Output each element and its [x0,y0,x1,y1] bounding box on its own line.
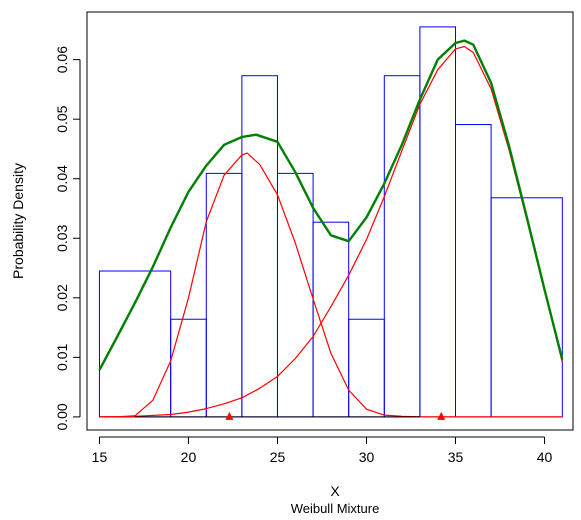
plot-frame [86,11,574,431]
x-tick-label: 40 [537,449,553,465]
chart-subtitle: Weibull Mixture [291,501,380,516]
density-curves [98,39,564,418]
histogram-bar [312,221,350,418]
y-axis: 0.00 0.01 0.02 0.03 0.04 0.05 0.06 [54,46,81,431]
y-tick-label: 0.00 [54,403,70,430]
histogram-bar [170,318,207,418]
y-tick-label: 0.03 [54,224,70,251]
mode-markers [135,411,446,420]
histogram-bar [241,75,278,418]
x-tick-label: 20 [181,449,197,465]
mixture-density-line [98,39,564,371]
mode-marker [225,411,234,420]
x-axis: 15 20 25 30 35 40 [92,436,553,465]
histogram-bar [455,124,492,418]
component-density-line [99,152,563,418]
histogram-bar [348,318,385,418]
x-tick-label: 35 [448,449,464,465]
x-tick-label: 30 [359,449,375,465]
component-density-line [99,45,563,418]
histogram-bar [490,197,563,418]
mode-marker [437,411,446,420]
y-tick-label: 0.06 [54,46,70,73]
y-tick-label: 0.04 [54,165,70,192]
y-tick-label: 0.01 [54,344,70,371]
x-tick-label: 25 [270,449,286,465]
y-tick-label: 0.02 [54,284,70,311]
histogram-bar [98,270,172,418]
y-axis-title: Probability Density [10,163,26,279]
y-tick-label: 0.05 [54,105,70,132]
x-axis-title: X [330,483,340,499]
histogram-bar [205,172,243,418]
x-tick-label: 15 [92,449,108,465]
histogram-bar [383,75,421,418]
